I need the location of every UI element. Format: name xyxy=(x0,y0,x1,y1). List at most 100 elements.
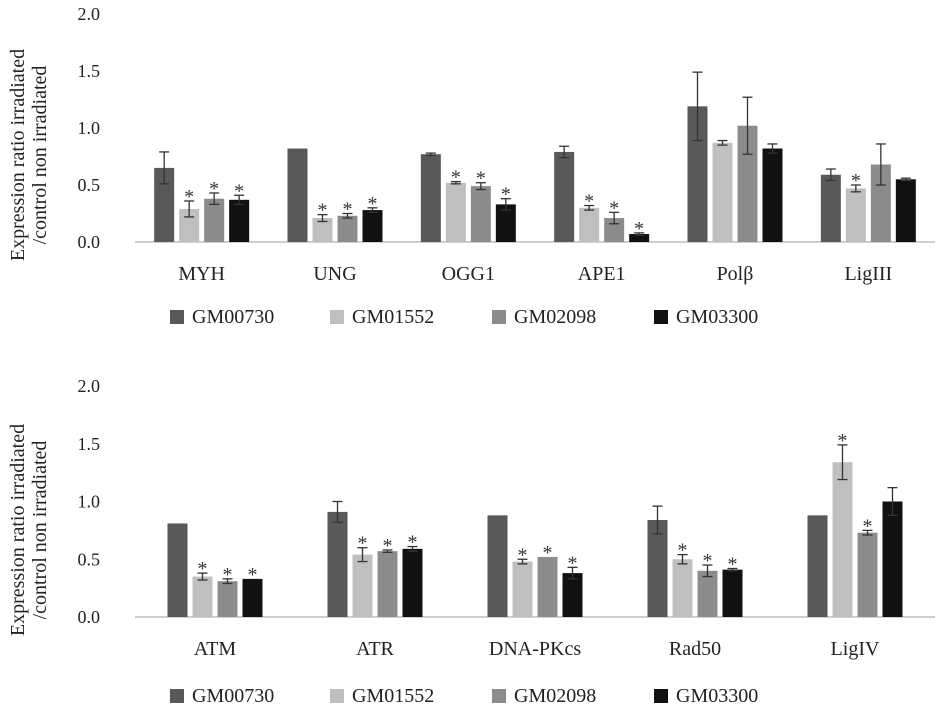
bar xyxy=(712,142,733,242)
significance-star: * xyxy=(223,564,233,586)
category-label: MYH xyxy=(178,263,225,285)
bar xyxy=(402,548,423,617)
significance-star: * xyxy=(408,532,418,554)
legend-swatch xyxy=(330,310,344,324)
legend-swatch xyxy=(170,310,184,324)
significance-star: * xyxy=(318,200,328,222)
bar xyxy=(377,551,398,617)
significance-star: * xyxy=(678,540,688,562)
significance-star: * xyxy=(501,184,511,206)
significance-star: * xyxy=(518,544,528,566)
y-tick-label: 1.5 xyxy=(78,61,101,81)
bar xyxy=(895,179,916,242)
bar xyxy=(445,182,466,242)
significance-star: * xyxy=(343,199,353,221)
bar xyxy=(762,148,783,242)
category-label: UNG xyxy=(313,263,356,285)
legend-label: GM02098 xyxy=(514,685,596,707)
bar xyxy=(832,462,853,617)
significance-star: * xyxy=(728,553,738,575)
bar xyxy=(537,556,558,617)
category-label: LigIV xyxy=(831,638,880,660)
chart-bottom: 0.0 0.5 1.0 1.5 2.0 Expression ratio irradiat… xyxy=(7,376,935,707)
bar xyxy=(229,199,250,242)
y-axis-label: Expression ratio irradiated/control non … xyxy=(7,424,51,636)
significance-star: * xyxy=(383,535,393,557)
y-tick-label: 0.5 xyxy=(78,549,101,569)
legend-swatch xyxy=(170,689,184,703)
bar xyxy=(312,218,333,242)
bar xyxy=(845,188,866,242)
legend-swatch xyxy=(492,689,506,703)
bar xyxy=(495,204,516,242)
bar xyxy=(697,570,718,617)
bar xyxy=(807,515,828,617)
bar xyxy=(857,532,878,617)
significance-star: * xyxy=(584,191,594,213)
category-label: OGG1 xyxy=(442,263,495,285)
significance-star: * xyxy=(476,168,486,190)
bar xyxy=(204,198,225,242)
bar xyxy=(327,511,348,617)
bar xyxy=(579,207,600,242)
bar xyxy=(672,559,693,617)
bar xyxy=(722,569,743,617)
bar xyxy=(487,515,508,617)
y-tick-label: 1.0 xyxy=(78,118,101,138)
bar xyxy=(362,210,383,242)
significance-star: * xyxy=(543,542,553,564)
significance-star: * xyxy=(358,533,368,555)
bar xyxy=(287,148,308,242)
bar xyxy=(337,215,358,242)
significance-star: * xyxy=(209,178,219,200)
significance-star: * xyxy=(248,564,258,586)
category-label: Polβ xyxy=(717,263,754,285)
bar xyxy=(512,561,533,617)
legend-swatch xyxy=(330,689,344,703)
bar xyxy=(167,523,188,617)
legend-label: GM01552 xyxy=(352,685,434,707)
bar xyxy=(154,167,175,242)
y-tick-label: 2.0 xyxy=(78,4,101,24)
legend-swatch xyxy=(654,310,668,324)
y-axis-label-line: Expression ratio irradiated xyxy=(7,424,29,636)
bar xyxy=(820,174,841,242)
y-axis-label-line: Expression ratio irradiated xyxy=(7,49,29,261)
category-label: LigIII xyxy=(844,263,892,285)
y-axis-label-line: /control non irradiated xyxy=(29,441,51,620)
y-tick-label: 1.0 xyxy=(78,492,101,512)
legend-label: GM01552 xyxy=(352,306,434,328)
chart-top: 0.0 0.5 1.0 1.5 2.0 Expression ratio irradiat… xyxy=(7,4,935,328)
significance-star: * xyxy=(838,430,848,452)
y-axis-label-line: /control non irradiated xyxy=(29,66,51,245)
legend-swatch xyxy=(492,310,506,324)
significance-star: * xyxy=(851,170,861,192)
bar xyxy=(629,234,650,242)
significance-star: * xyxy=(609,197,619,219)
category-label: Rad50 xyxy=(669,638,721,660)
legend-label: GM02098 xyxy=(514,306,596,328)
bar xyxy=(420,154,441,242)
significance-star: * xyxy=(451,167,461,189)
y-tick-label: 0.5 xyxy=(78,175,101,195)
significance-star: * xyxy=(703,550,713,572)
significance-star: * xyxy=(368,193,378,215)
bar xyxy=(562,573,583,617)
significance-star: * xyxy=(568,552,578,574)
legend-label: GM00730 xyxy=(192,685,274,707)
significance-star: * xyxy=(234,180,244,202)
y-tick-label: 0.0 xyxy=(78,607,101,627)
bar xyxy=(554,151,575,242)
legend-swatch xyxy=(654,689,668,703)
bar xyxy=(470,186,491,242)
legend-label: GM03300 xyxy=(676,306,758,328)
bar xyxy=(352,554,373,617)
bar xyxy=(882,501,903,617)
y-axis-label: Expression ratio irradiated/control non … xyxy=(7,49,51,261)
category-label: ATM xyxy=(194,638,236,660)
y-tick-label: 0.0 xyxy=(78,232,101,252)
y-tick-label: 1.5 xyxy=(78,434,101,454)
significance-star: * xyxy=(184,186,194,208)
bar xyxy=(192,576,213,617)
